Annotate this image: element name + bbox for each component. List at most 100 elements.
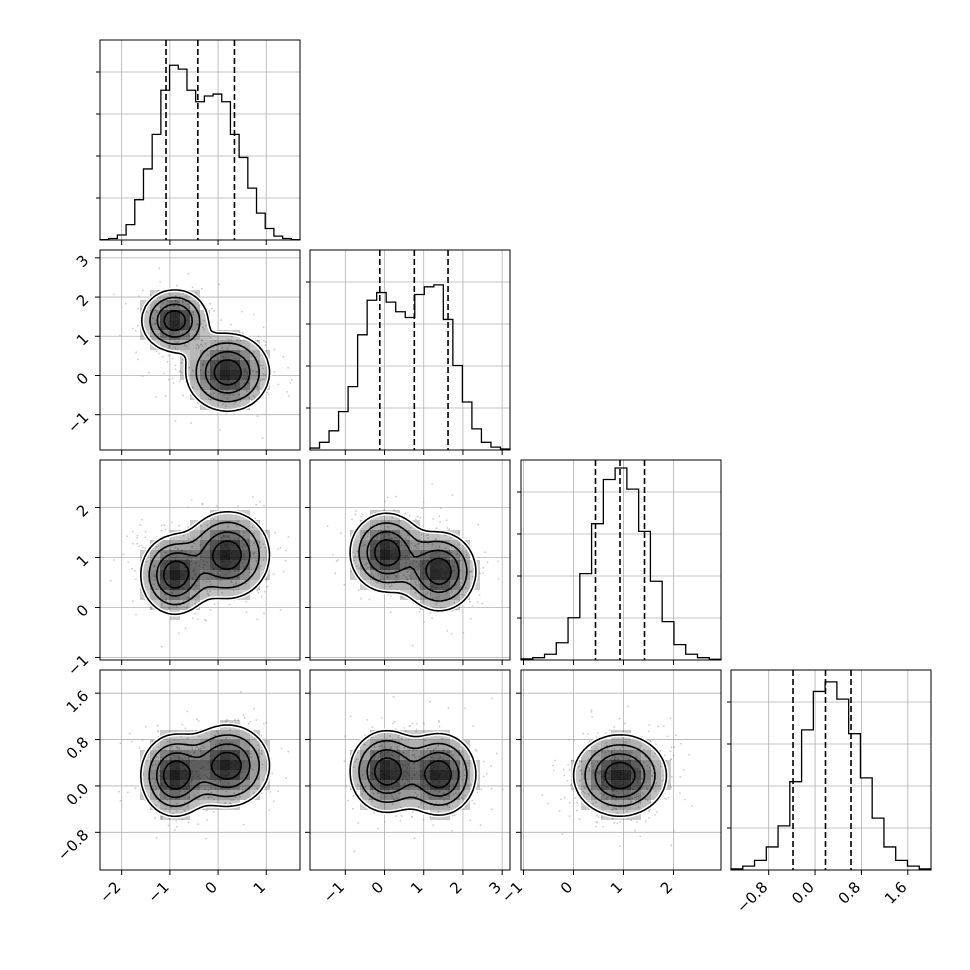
scatter-point: [303, 550, 305, 552]
scatter-point: [407, 749, 410, 751]
scatter-point: [431, 483, 434, 485]
scatter-point: [384, 746, 387, 749]
density-cell: [410, 800, 420, 810]
scatter-point: [174, 829, 176, 831]
density-cell: [430, 530, 440, 540]
density-cell: [370, 780, 380, 790]
scatter-point: [408, 514, 411, 517]
scatter-point: [262, 559, 265, 561]
scatter-point: [416, 723, 418, 725]
scatter-point: [252, 370, 254, 372]
scatter-point: [262, 723, 265, 725]
y-tick-label: 2: [73, 501, 92, 520]
scatter-point: [554, 759, 556, 762]
scatter-point: [289, 382, 292, 384]
scatter-point: [646, 799, 649, 802]
scatter-point: [212, 518, 215, 521]
density-cell: [150, 580, 160, 590]
scatter-point: [400, 737, 403, 740]
scatter-point: [118, 334, 121, 337]
density-cell: [260, 560, 270, 570]
density-cell: [400, 770, 410, 780]
scatter-point: [463, 794, 466, 797]
density-cell: [410, 580, 420, 590]
density-cell: [260, 750, 270, 760]
scatter-point: [356, 550, 359, 552]
scatter-point: [213, 603, 216, 606]
scatter-point: [192, 329, 195, 331]
scatter-point: [263, 378, 265, 381]
scatter-point: [601, 750, 603, 753]
scatter-point: [415, 795, 418, 798]
scatter-point: [482, 760, 485, 763]
scatter-point: [138, 295, 140, 297]
density-cell: [160, 310, 170, 320]
density-cell: [380, 570, 390, 580]
scatter-point: [669, 717, 672, 720]
scatter-point: [127, 561, 130, 563]
scatter-point: [622, 737, 624, 740]
scatter-point: [387, 790, 390, 793]
scatter-point: [651, 774, 653, 777]
scatter-point: [207, 354, 209, 356]
scatter-point: [167, 607, 170, 609]
density-cell: [200, 380, 210, 390]
scatter-point: [388, 519, 390, 522]
density-cell: [440, 550, 450, 560]
scatter-point: [631, 798, 633, 800]
scatter-point: [208, 580, 211, 583]
scatter-point: [639, 801, 642, 804]
density-cell: [240, 570, 250, 580]
scatter-point: [364, 537, 367, 540]
scatter-point: [438, 725, 441, 728]
scatter-point: [355, 510, 357, 512]
scatter-point: [360, 597, 362, 600]
density-cell: [601, 740, 611, 750]
scatter-point: [155, 837, 158, 839]
scatter-point: [429, 816, 431, 818]
density-cell: [160, 770, 170, 780]
scatter-point: [230, 339, 233, 342]
scatter-point: [400, 815, 403, 817]
scatter-point: [422, 722, 425, 724]
scatter-point: [160, 529, 163, 532]
scatter-point: [579, 769, 582, 772]
density-cell: [160, 800, 170, 810]
density-cell: [230, 540, 240, 550]
density-cell: [230, 520, 240, 530]
density-cell: [180, 340, 190, 350]
hist-step-line: [730, 681, 932, 870]
density-cell: [240, 740, 250, 750]
scatter-point: [277, 790, 279, 793]
scatter-point: [680, 742, 682, 745]
scatter-point: [597, 754, 600, 757]
scatter-point: [375, 740, 378, 743]
scatter-point: [186, 596, 189, 599]
y-tick-label: 1.6: [63, 687, 93, 717]
scatter-point: [635, 755, 637, 758]
density-cell: [160, 550, 170, 560]
scatter-point: [613, 748, 616, 751]
density-cell: [260, 760, 270, 770]
scatter-point: [210, 393, 213, 395]
scatter-point: [126, 535, 128, 538]
scatter-point: [248, 396, 251, 399]
scatter-point: [368, 798, 371, 800]
density-cell: [370, 560, 380, 570]
scatter-point: [209, 399, 212, 402]
density-cell: [150, 570, 160, 580]
density-cell: [641, 800, 651, 810]
scatter-point: [218, 747, 221, 750]
scatter-point: [232, 799, 235, 801]
density-cell: [581, 790, 591, 800]
pair-panel-3-1: [310, 670, 510, 870]
scatter-point: [162, 302, 164, 304]
scatter-point: [619, 821, 621, 824]
scatter-point: [177, 548, 179, 550]
scatter-point: [174, 347, 177, 350]
scatter-point: [563, 774, 565, 777]
scatter-point: [423, 723, 425, 726]
x-tick-label: 2: [657, 878, 676, 897]
scatter-point: [255, 719, 258, 721]
scatter-point: [445, 519, 448, 522]
